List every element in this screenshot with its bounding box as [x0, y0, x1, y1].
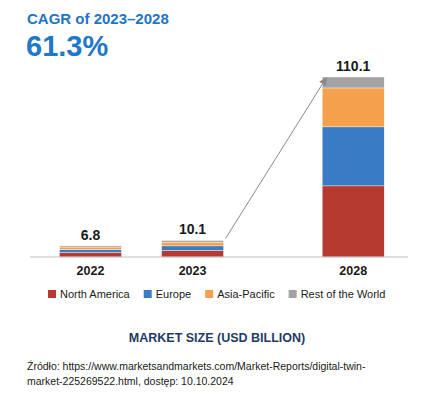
bar-segment — [59, 249, 121, 252]
bar-segment — [59, 246, 121, 247]
legend-swatch — [205, 290, 213, 298]
legend-label: Asia-Pacific — [217, 288, 275, 300]
cagr-label: CAGR of 2023–2028 — [27, 10, 169, 27]
bar-segment — [322, 88, 384, 127]
bars — [59, 77, 384, 257]
legend-swatch — [48, 290, 56, 298]
total-label: 110.1 — [336, 58, 370, 74]
bar-segment — [162, 242, 224, 246]
axis-label: MARKET SIZE (USD BILLION) — [129, 331, 305, 345]
growth-arrow — [226, 78, 327, 238]
source-text: market-225269522.html, dostęp: 10.10.202… — [27, 375, 234, 387]
legend-label: North America — [60, 288, 131, 300]
bar-segment — [322, 186, 384, 257]
legend-swatch — [289, 290, 297, 298]
category-label: 2028 — [339, 264, 367, 278]
legend-label: Rest of the World — [301, 288, 386, 300]
bar-segment — [59, 253, 121, 257]
bar-segment — [162, 246, 224, 251]
bar-segment — [162, 250, 224, 257]
bar-segment — [162, 240, 224, 242]
baseline — [30, 257, 408, 258]
category-label: 2022 — [77, 264, 105, 278]
total-label: 10.1 — [179, 221, 206, 237]
bar-segment — [322, 127, 384, 186]
legend-swatch — [144, 290, 152, 298]
bar-segment — [59, 247, 121, 249]
legend-label: Europe — [156, 288, 191, 300]
bar-segment — [322, 77, 384, 88]
chart: CAGR of 2023–2028 61.3% 6.8 10.1 110.1 2022 20… — [0, 0, 435, 405]
category-label: 2023 — [179, 264, 207, 278]
total-label: 6.8 — [81, 227, 101, 243]
source-text: Źródło: https://www.marketsandmarkets.co… — [27, 360, 366, 372]
legend: North America Europe Asia-Pacific Rest of t… — [48, 288, 385, 300]
cagr-value: 61.3% — [26, 30, 108, 62]
